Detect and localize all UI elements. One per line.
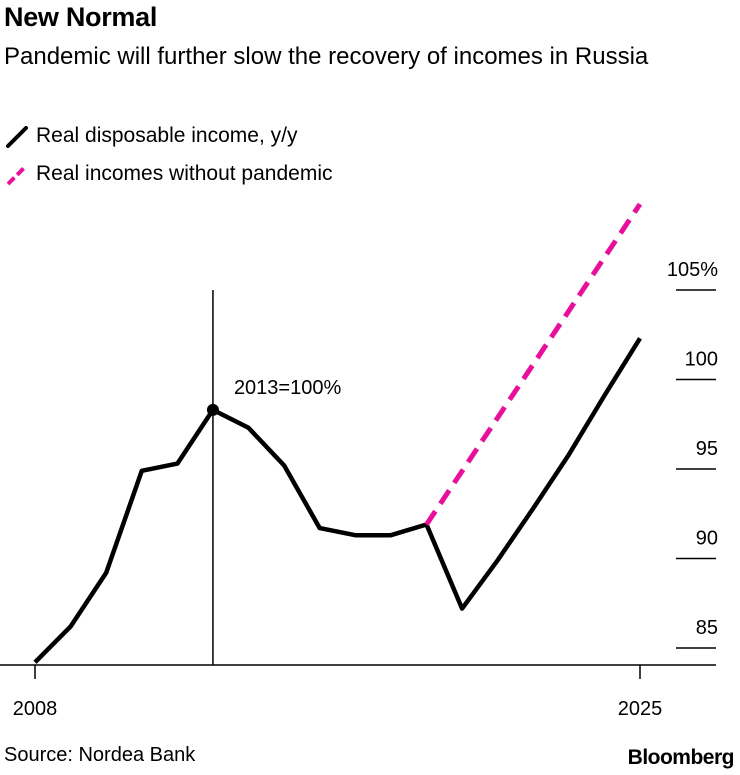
series-line-income (33, 337, 642, 664)
legend-dashed-line-icon (6, 164, 28, 186)
y-tick-label: 105% (667, 259, 718, 281)
legend-label-income: Real disposable income, y/y (36, 124, 298, 147)
y-tick-label: 95 (696, 438, 718, 460)
y-tick-label: 100 (685, 349, 718, 371)
chart-subtitle: Pandemic will further slow the recovery … (4, 43, 649, 70)
chart-title: New Normal (4, 2, 158, 32)
source-note: Source: Nordea Bank (4, 744, 196, 766)
y-tick-label: 90 (696, 528, 718, 550)
x-tick-label: 2025 (618, 698, 663, 720)
legend-label-without-pandemic: Real incomes without pandemic (36, 162, 333, 185)
brand-logo: Bloomberg (627, 746, 735, 769)
y-tick-label: 85 (696, 617, 718, 639)
legend-solid-line-icon (6, 126, 28, 148)
annotation-label: 2013=100% (234, 377, 342, 399)
x-tick-label: 2008 (13, 698, 58, 720)
series-line-without-pandemic (424, 202, 643, 526)
annotation-point (206, 403, 219, 416)
